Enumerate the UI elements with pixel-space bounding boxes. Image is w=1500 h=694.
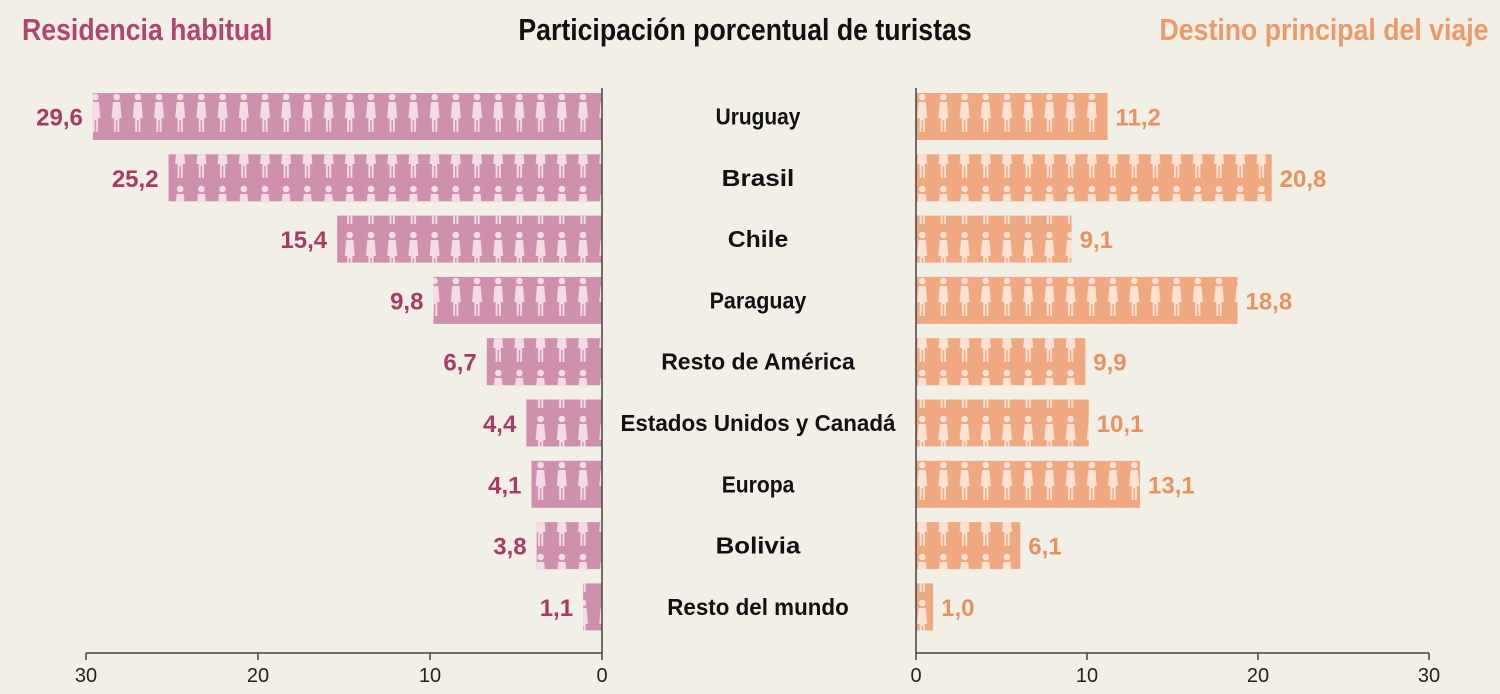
left-series-title: Residencia habitual — [22, 12, 273, 47]
right-series-title: Destino principal del viaje — [1159, 12, 1488, 47]
left-value-label: 4,4 — [483, 411, 517, 438]
right-value-label: 1,0 — [941, 595, 974, 622]
axes: 30 20 10 0 0 10 20 30 — [75, 88, 1440, 687]
left-value-label: 1,1 — [540, 595, 573, 622]
right-series-bars: 11,2 20,8 9,1 18,8 9,9 10,1 13,1 6,1 1,0 — [916, 93, 1327, 631]
category-label: Resto de América — [661, 349, 855, 375]
left-bar-figures — [168, 154, 602, 202]
chart-title: Participación porcentual de turistas — [518, 12, 972, 47]
category-labels: Uruguay Brasil Chile Paraguay Resto de Améri… — [621, 104, 896, 620]
left-tick-label: 10 — [419, 665, 441, 687]
category-label: Estados Unidos y Canadá — [621, 410, 896, 436]
left-bar-figures — [486, 338, 602, 386]
category-label: Paraguay — [710, 287, 807, 313]
right-tick-label: 10 — [1076, 665, 1098, 687]
right-bar-figures — [916, 215, 1072, 263]
right-tick-label: 30 — [1418, 665, 1440, 687]
left-bar-figures — [526, 399, 602, 447]
right-tick-label: 0 — [910, 665, 921, 687]
left-bar-figures — [531, 460, 602, 508]
right-bar-figures — [916, 522, 1021, 570]
right-value-label: 10,1 — [1097, 411, 1144, 438]
right-bar-figures — [916, 338, 1086, 386]
left-value-label: 25,2 — [112, 166, 159, 193]
category-label: Uruguay — [716, 104, 801, 130]
left-value-label: 6,7 — [443, 350, 476, 377]
category-label: Bolivia — [716, 533, 801, 559]
left-value-label: 9,8 — [390, 288, 423, 315]
right-bar-figures — [916, 93, 1108, 140]
right-value-label: 20,8 — [1280, 166, 1327, 193]
right-value-label: 9,1 — [1080, 227, 1113, 254]
right-value-label: 11,2 — [1116, 105, 1161, 132]
left-tick-label: 0 — [596, 665, 607, 687]
right-bar-figures — [916, 583, 934, 631]
left-value-label: 15,4 — [280, 227, 327, 254]
right-bar-figures — [916, 276, 1238, 324]
right-value-label: 18,8 — [1245, 288, 1292, 315]
left-bar-figures — [92, 93, 602, 140]
left-value-label: 29,6 — [36, 105, 83, 132]
category-label: Brasil — [722, 165, 795, 191]
category-label: Resto del mundo — [667, 594, 849, 620]
left-value-label: 3,8 — [493, 534, 526, 561]
left-value-label: 4,1 — [488, 472, 521, 499]
left-bar-figures — [583, 583, 602, 631]
right-value-label: 6,1 — [1028, 534, 1061, 561]
left-tick-label: 20 — [247, 665, 269, 687]
category-label: Chile — [728, 226, 789, 252]
right-tick-label: 20 — [1247, 665, 1269, 687]
left-bar-figures — [433, 276, 602, 324]
category-label: Europa — [722, 471, 795, 497]
left-tick-label: 30 — [75, 665, 97, 687]
left-bar-figures — [337, 215, 602, 263]
left-bar-figures — [536, 522, 602, 570]
right-bar-figures — [916, 460, 1141, 508]
right-value-label: 9,9 — [1093, 350, 1126, 377]
left-series-bars: 29,6 25,2 15,4 9,8 6,7 4,4 4,1 3,8 1,1 — [36, 93, 602, 631]
right-bar-figures — [916, 399, 1089, 447]
right-bar-figures — [916, 154, 1272, 202]
right-value-label: 13,1 — [1148, 472, 1195, 499]
